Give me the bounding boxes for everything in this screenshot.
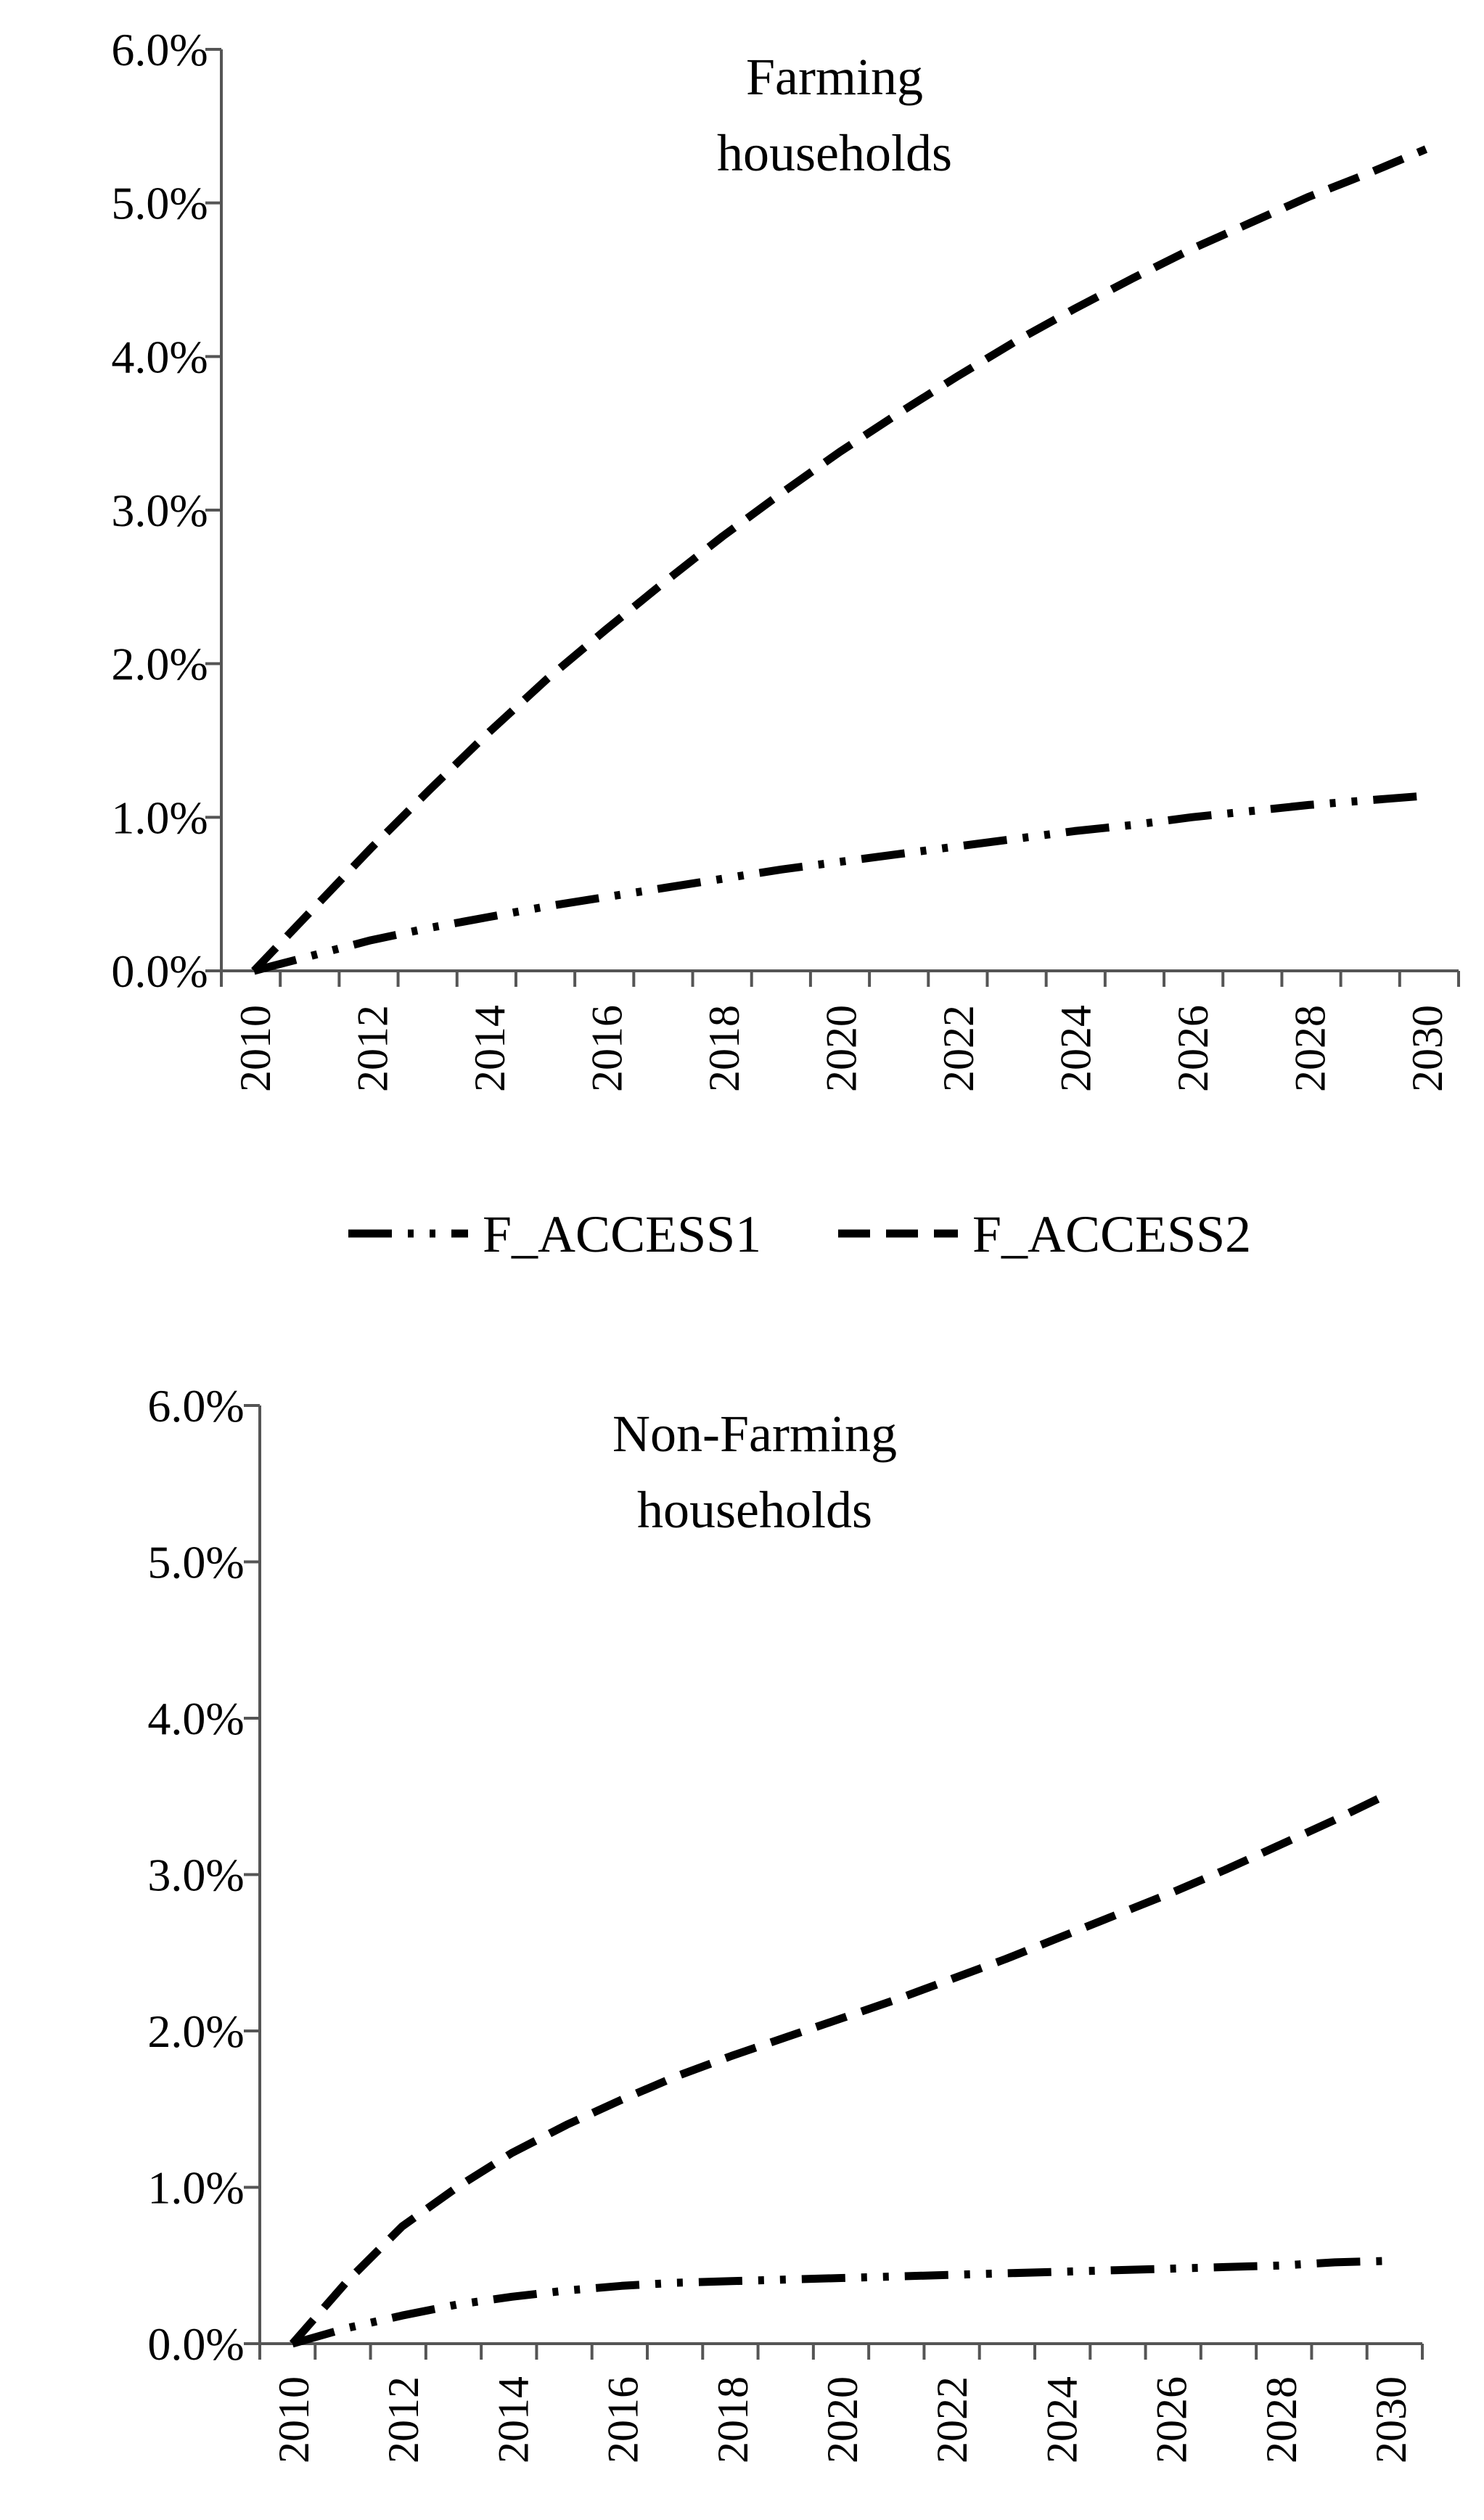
x-tick-group: 2010 2012 2014 2016 2018 2020 2022 2024 2026 2028… (220, 971, 1460, 1092)
y-tick-label: 6.0% (147, 1380, 244, 1432)
x-tick-label: 2012 (380, 2376, 427, 2463)
chart-title-line-1: Farming (746, 48, 923, 106)
y-tick-label: 3.0% (111, 485, 208, 536)
x-tick-label: 2028 (1258, 2376, 1305, 2463)
x-tick-label: 2016 (599, 2376, 647, 2463)
y-tick-label: 3.0% (147, 1850, 244, 1901)
x-tick-label: 2018 (709, 2376, 757, 2463)
non-farming-households-chart: 0.0%1.0%2.0%3.0%4.0%5.0%6.0% 2010 2012 201… (147, 1380, 1424, 2463)
series-group (289, 1789, 1392, 2348)
series-line-f-access2 (289, 1789, 1392, 2347)
y-tick-label: 2.0% (111, 639, 208, 690)
y-tick-label: 5.0% (111, 178, 208, 229)
series-line-f-access2 (251, 145, 1428, 974)
y-tick-label: 0.0% (147, 2318, 244, 2370)
x-tick-label: 2022 (935, 1005, 983, 1092)
farming-households-chart: 0.0%1.0%2.0%3.0%4.0%5.0%6.0% 2010 2012 201… (111, 24, 1460, 1092)
x-tick-label: 2010 (231, 1005, 279, 1092)
y-tick-label: 2.0% (147, 2006, 244, 2057)
series-group (251, 145, 1428, 975)
x-tick-label: 2016 (583, 1005, 631, 1092)
x-tick-label: 2030 (1367, 2376, 1415, 2463)
chart-title-line-2: households (637, 1481, 872, 1539)
x-tick-label: 2030 (1403, 1005, 1451, 1092)
y-tick-label: 4.0% (111, 331, 208, 382)
x-tick-label: 2024 (1038, 2376, 1086, 2463)
x-tick-label: 2014 (489, 2376, 537, 2463)
series-line-f-access1 (253, 792, 1427, 975)
legend: F_ACCESS1 F_ACCESS2 (348, 1205, 1251, 1263)
x-tick-label: 2012 (349, 1005, 397, 1092)
chart-title-line-1: Non-Farming (612, 1405, 897, 1463)
x-tick-label: 2020 (818, 1005, 866, 1092)
legend-label-f-access2: F_ACCESS2 (972, 1205, 1251, 1263)
legend-label-f-access1: F_ACCESS1 (483, 1205, 761, 1263)
x-tick-label: 2014 (466, 1005, 514, 1092)
x-tick-label: 2028 (1287, 1005, 1335, 1092)
y-tick-label: 6.0% (111, 24, 208, 75)
y-tick-label: 0.0% (111, 945, 208, 997)
x-tick-label: 2022 (928, 2376, 976, 2463)
y-tick-group: 0.0% 1.0% 2.0% 3.0% 4.0% 5.0% 6.0% (111, 24, 221, 997)
chart-title-line-2: households (717, 124, 952, 182)
x-tick-label: 2018 (700, 1005, 748, 1092)
y-tick-label: 1.0% (111, 792, 208, 843)
series-line-f-access1 (291, 2257, 1390, 2348)
y-tick-label: 4.0% (147, 1693, 244, 1744)
x-tick-label: 2026 (1169, 1005, 1217, 1092)
y-tick-group: 0.0% 1.0% 2.0% 3.0% 4.0% 5.0% 6.0% (147, 1380, 260, 2370)
x-tick-group: 2010 2012 2014 2016 2018 2020 2022 2024 2026 2028… (258, 2344, 1424, 2463)
x-tick-label: 2026 (1148, 2376, 1196, 2463)
y-tick-label: 1.0% (147, 2162, 244, 2214)
y-tick-label: 5.0% (147, 1537, 244, 1588)
x-tick-label: 2020 (819, 2376, 866, 2463)
x-tick-label: 2010 (270, 2376, 318, 2463)
x-tick-label: 2024 (1052, 1005, 1100, 1092)
